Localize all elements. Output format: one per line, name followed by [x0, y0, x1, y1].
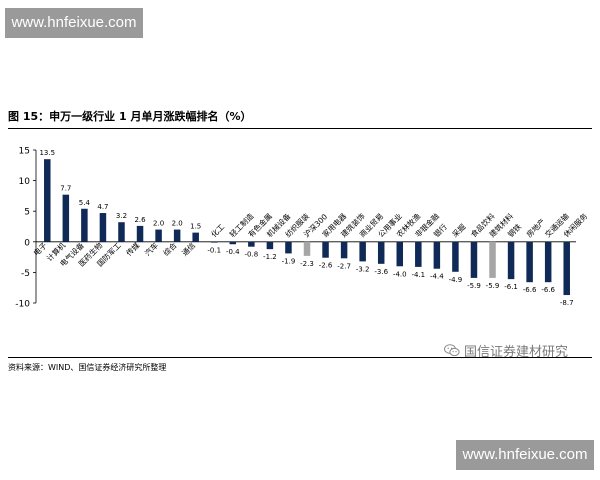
value-label: -8.7: [560, 299, 574, 307]
watermark-top: www.hnfeixue.com: [5, 8, 143, 38]
value-label: -0.8: [245, 251, 259, 259]
bar: [563, 241, 570, 296]
y-tick-label: -5: [21, 269, 30, 279]
value-label: -6.6: [541, 286, 555, 294]
bar: [526, 241, 533, 283]
value-label: 2.0: [153, 220, 164, 228]
value-label: 5.4: [79, 199, 91, 207]
value-label: -6.1: [504, 283, 518, 291]
value-label: 4.7: [97, 203, 108, 211]
bar: [62, 194, 70, 242]
value-label: -2.7: [337, 262, 351, 270]
source-note: 资料来源：WIND、国信证券经济研究所整理: [8, 363, 167, 372]
value-label: -0.1: [207, 246, 221, 254]
bar: [340, 241, 348, 259]
value-label: -2.6: [319, 262, 333, 270]
bar: [81, 208, 88, 242]
bar: [433, 241, 441, 269]
bar: [396, 241, 404, 267]
bar: [118, 222, 125, 242]
value-label: -4.4: [430, 273, 444, 281]
bar: [229, 241, 237, 245]
value-label: -5.9: [467, 282, 481, 290]
value-label: -3.6: [374, 268, 388, 276]
wechat-icon: [444, 344, 460, 357]
bar: [210, 241, 218, 243]
value-label: -4.9: [449, 276, 463, 284]
value-label: -0.4: [226, 248, 240, 256]
bar: [377, 241, 385, 264]
bar: [359, 241, 366, 262]
category-label: 通信: [179, 240, 197, 258]
value-label: 13.5: [39, 149, 55, 157]
value-label: 3.2: [116, 212, 127, 220]
bar: [99, 213, 107, 242]
bar: [489, 241, 496, 278]
bar: [544, 241, 552, 283]
category-label: 传媒: [124, 240, 142, 258]
y-tick-label: 5: [24, 208, 30, 218]
bar: [322, 241, 329, 258]
category-label: 采掘: [450, 222, 468, 240]
value-label: -3.2: [356, 265, 370, 273]
watermark-bottom: www.hnfeixue.com: [456, 440, 594, 470]
value-label: -1.9: [282, 257, 296, 265]
category-label: 房地产: [524, 216, 547, 239]
value-label: 1.5: [190, 223, 201, 231]
figure-title: 图 15：申万一级行业 1 月单月涨跌幅排名（%）: [8, 110, 252, 123]
brand-name: 国信证券建材研究: [464, 345, 569, 360]
category-label: 综合: [161, 240, 179, 258]
bar: [266, 241, 274, 250]
value-label: -5.9: [486, 282, 500, 290]
value-label: -4.0: [393, 270, 407, 278]
source-divider: [8, 357, 592, 358]
bar: [44, 159, 51, 242]
title-divider: [8, 128, 592, 129]
bar: [452, 241, 459, 272]
value-label: 2.0: [172, 220, 183, 228]
bar: [507, 241, 515, 280]
value-label: 7.7: [60, 185, 71, 193]
bar: [303, 241, 311, 256]
value-label: -2.3: [300, 260, 314, 268]
y-tick-label: 10: [19, 177, 31, 187]
value-label: 2.6: [134, 216, 146, 224]
value-label: -1.2: [263, 253, 277, 261]
bar: [248, 241, 255, 247]
bar: [470, 241, 478, 278]
value-label: -4.1: [411, 271, 425, 279]
brand-badge: 国信证券建材研究: [444, 341, 568, 360]
bar: [285, 241, 292, 254]
category-label: 汽车: [142, 240, 160, 258]
y-tick-label: 0: [24, 238, 30, 248]
bar: [415, 241, 422, 267]
value-label: -6.6: [523, 286, 537, 294]
category-label: 化工: [209, 221, 227, 239]
bar: [173, 229, 181, 242]
bar: [155, 229, 162, 242]
bar: [192, 232, 199, 242]
y-tick-label: -10: [15, 300, 30, 310]
bar: [136, 225, 144, 242]
y-tick-label: 15: [19, 147, 30, 157]
